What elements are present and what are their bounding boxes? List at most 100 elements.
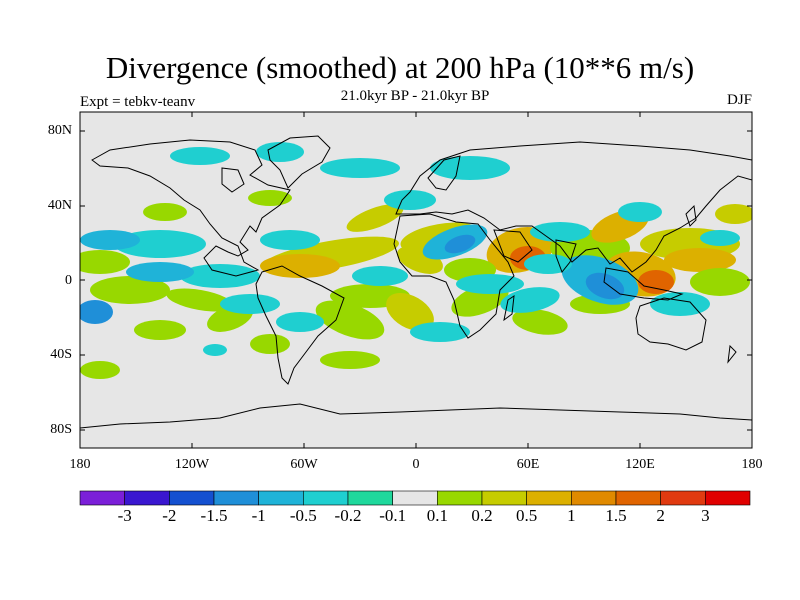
map-panel	[80, 112, 752, 448]
divergence-blob	[260, 230, 320, 250]
divergence-blob	[664, 248, 736, 272]
colorbar-label: 0.1	[426, 506, 448, 525]
coast-greenland	[267, 135, 331, 189]
chart-subtitle: 21.0kyr BP - 21.0kyr BP	[340, 88, 490, 104]
colorbar-box	[615, 490, 661, 506]
divergence-blob	[320, 351, 380, 369]
divergence-blob	[456, 274, 524, 294]
divergence-blob	[320, 158, 400, 178]
divergence-blob	[650, 292, 710, 316]
divergence-blob	[386, 293, 434, 331]
divergence-blob	[500, 287, 560, 313]
colorbar	[79, 490, 751, 506]
coast-north-america	[91, 139, 291, 277]
coast-india	[555, 239, 577, 273]
divergence-blob	[384, 190, 436, 210]
divergence-blob	[715, 204, 752, 224]
divergence-blob	[410, 322, 470, 342]
colorbar-label: 3	[701, 506, 710, 525]
lon-label-120w: 120W	[174, 457, 210, 472]
chart-title: Divergence (smoothed) at 200 hPa (10**6 …	[105, 50, 695, 85]
coast-eurasia	[395, 141, 752, 273]
divergence-blob	[512, 309, 568, 335]
divergence-blob	[315, 300, 385, 340]
colorbar-box	[213, 490, 259, 506]
colorbar-box	[705, 490, 751, 506]
divergence-blob	[90, 276, 170, 304]
coast-antarctica	[80, 403, 752, 429]
colorbar-label: -2	[162, 506, 177, 525]
divergence-blob	[260, 254, 340, 278]
divergence-blob	[585, 272, 625, 300]
colorbar-box	[437, 490, 483, 506]
divergence-blob	[700, 230, 740, 246]
lat-label-80s: 80S	[50, 422, 72, 437]
colorbar-box	[660, 490, 706, 506]
coast-hudson-bay	[221, 167, 245, 193]
lon-label-120e: 120E	[625, 457, 655, 472]
divergence-blob	[80, 230, 140, 250]
colorbar-label: -0.2	[334, 506, 362, 525]
divergence-blob	[430, 156, 510, 180]
colorbar-label: -0.1	[379, 506, 407, 525]
divergence-blob	[248, 190, 292, 206]
colorbar-box	[303, 490, 349, 506]
season-label: DJF	[726, 92, 752, 108]
lat-label-40n: 40N	[47, 198, 72, 213]
colorbar-label: 2	[656, 506, 665, 525]
colorbar-label: 0.5	[516, 506, 538, 525]
coast-japan	[685, 204, 697, 227]
divergence-blob	[524, 254, 572, 274]
divergence-blob	[134, 320, 186, 340]
colorbar-label: -1	[251, 506, 266, 525]
divergence-blob	[170, 147, 230, 165]
colorbar-box	[571, 490, 617, 506]
coast-new-zealand	[727, 344, 737, 364]
coast-africa	[393, 213, 515, 339]
divergence-blob	[346, 204, 404, 232]
colorbar-label: -1.5	[200, 506, 228, 525]
coast-indonesia	[603, 267, 684, 301]
lon-label-180w: 180	[69, 457, 91, 472]
coast-south-america	[255, 265, 345, 385]
axis-ticks	[79, 112, 753, 448]
colorbar-label: -3	[117, 506, 132, 525]
divergence-blob	[256, 142, 304, 162]
colorbar-label: -0.5	[289, 506, 317, 525]
divergence-blob	[80, 250, 130, 274]
coast-madagascar	[503, 294, 515, 322]
colorbar-box	[526, 490, 572, 506]
divergence-blob	[80, 361, 120, 379]
lat-label-40s: 40S	[50, 347, 72, 362]
colorbar-box	[258, 490, 304, 506]
colorbar-label: 1	[567, 506, 576, 525]
colorbar-label: 1.5	[605, 506, 627, 525]
divergence-blob	[530, 222, 590, 242]
divergence-blob	[143, 203, 187, 221]
coastlines	[80, 135, 752, 429]
colorbar-box	[124, 490, 170, 506]
colorbar-box	[392, 490, 438, 506]
lon-label-60w: 60W	[290, 457, 318, 472]
lat-label-80n: 80N	[47, 123, 72, 138]
divergence-blob	[80, 300, 113, 324]
divergence-blob	[618, 202, 662, 222]
coast-australia	[635, 297, 707, 351]
divergence-blob	[203, 344, 227, 356]
divergence-blob	[352, 266, 408, 286]
coast-scandinavia	[427, 155, 461, 191]
colorbar-box	[79, 490, 125, 506]
divergence-blob	[276, 312, 324, 332]
lon-label-60e: 60E	[516, 457, 540, 472]
colorbar-box	[347, 490, 393, 506]
divergence-blob	[444, 234, 476, 254]
colorbar-box	[169, 490, 215, 506]
colorbar-box	[481, 490, 527, 506]
colorbar-label: 0.2	[471, 506, 493, 525]
experiment-label: Expt = tebkv-teanv	[80, 94, 196, 110]
lon-label-0: 0	[412, 457, 420, 472]
divergence-blob	[126, 262, 194, 282]
divergence-blob	[180, 264, 260, 288]
divergence-blob	[220, 294, 280, 314]
